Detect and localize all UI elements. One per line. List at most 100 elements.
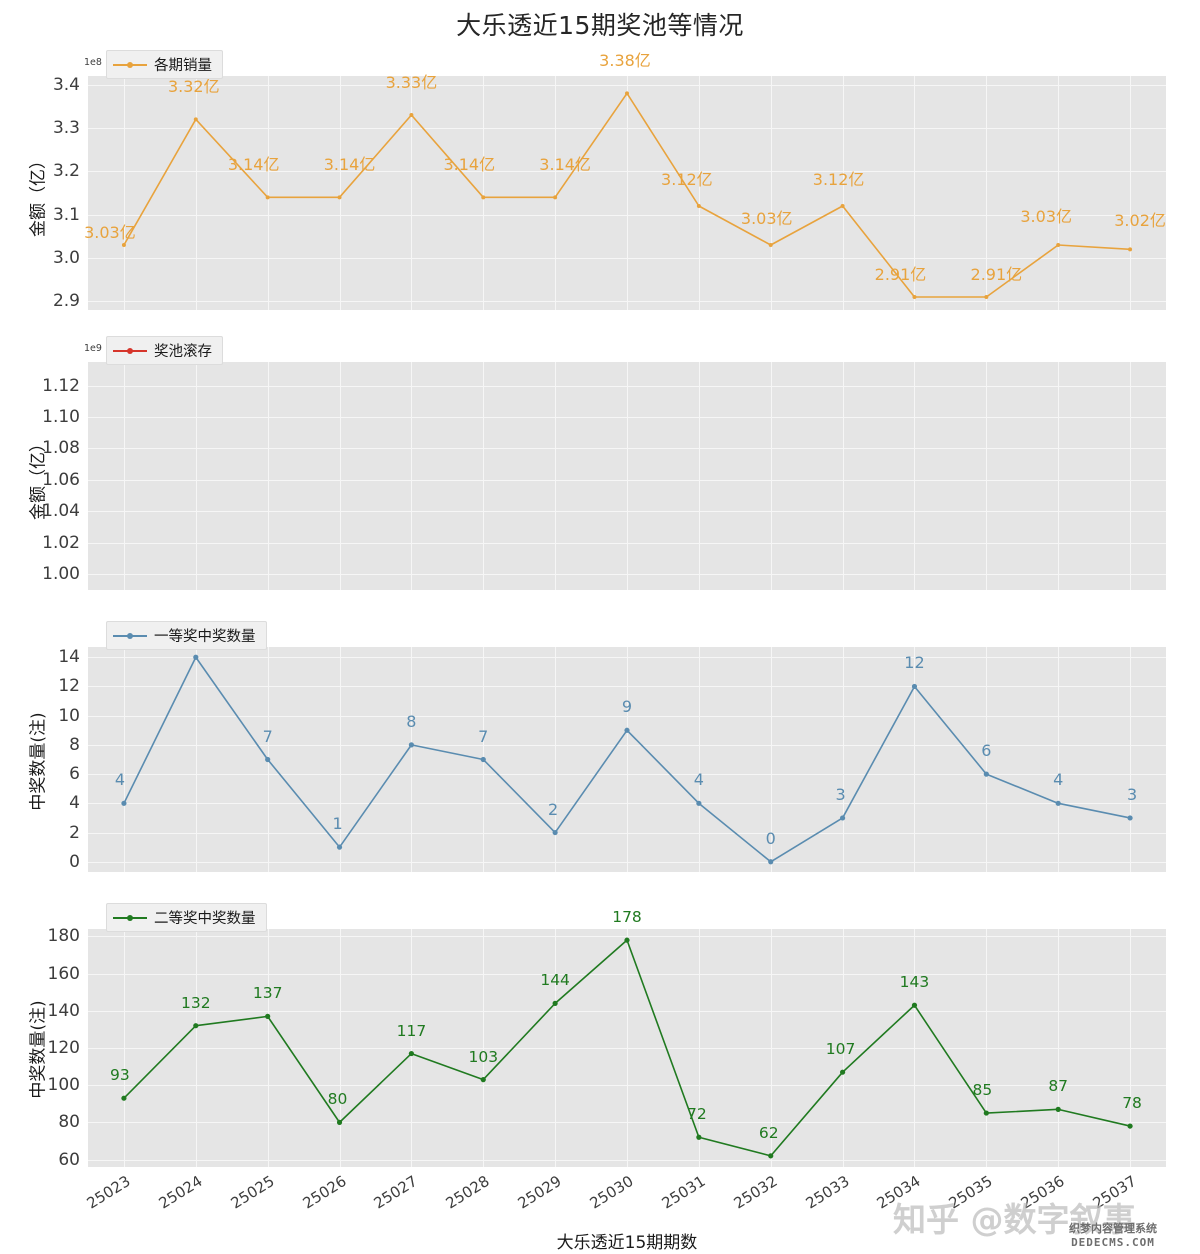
gridline-vertical <box>842 362 844 590</box>
series-line <box>123 656 1131 863</box>
gridline-vertical <box>411 362 413 590</box>
y-tick-label: 3.4 <box>52 74 80 95</box>
gridline-vertical <box>1058 362 1060 590</box>
legend-line-sample-icon <box>113 345 147 357</box>
gridline-vertical <box>986 647 988 872</box>
y-tick-label: 3.0 <box>52 248 80 268</box>
y-tick-label: 2 <box>69 822 80 843</box>
legend-各期销量[interactable]: 各期销量 <box>106 50 223 79</box>
x-tick-label: 25029 <box>514 1172 565 1213</box>
gridline-vertical <box>339 929 341 1167</box>
data-point-marker <box>1055 1106 1061 1112</box>
y-tick-label: 6 <box>69 764 80 785</box>
data-point-marker <box>1056 243 1061 247</box>
gridline-vertical <box>483 362 485 590</box>
legend-label: 二等奖中奖数量 <box>154 911 256 927</box>
legend-一等奖中奖数量[interactable]: 一等奖中奖数量 <box>106 621 267 650</box>
y-tick-label: 160 <box>47 963 80 984</box>
data-point-marker <box>696 800 702 806</box>
data-point-marker <box>480 756 486 763</box>
data-point-marker <box>1127 1123 1133 1129</box>
data-point-marker <box>193 1023 199 1029</box>
data-point-marker <box>336 1119 343 1125</box>
gridline-vertical <box>123 647 125 872</box>
legend-label: 各期销量 <box>154 58 212 74</box>
data-series-奖池滚存 <box>88 362 1166 590</box>
gridline-vertical <box>914 76 916 310</box>
data-point-marker <box>840 815 846 821</box>
legend-line-sample-icon <box>113 912 147 924</box>
gridline-vertical <box>411 647 413 872</box>
data-point-marker <box>409 113 414 117</box>
data-point-marker <box>912 295 917 299</box>
x-tick-label: 25037 <box>1089 1172 1140 1213</box>
legend-奖池滚存[interactable]: 奖池滚存 <box>106 336 223 365</box>
gridline-vertical <box>627 76 628 310</box>
y-tick-label: 1.00 <box>42 564 80 585</box>
gridline-vertical <box>698 76 700 310</box>
gridline-vertical <box>411 929 413 1167</box>
gridline-vertical <box>842 76 844 310</box>
data-point-marker <box>768 243 773 247</box>
y-tick-label: 1.04 <box>42 501 80 522</box>
y-tick-label: 14 <box>58 647 80 668</box>
gridline-vertical <box>123 362 125 590</box>
x-tick-label: 25033 <box>802 1172 853 1213</box>
subplot-pool: 1.00 1.02 1.04 1.06 1.08 1.10 1.12 1e9 金额（亿） 奖池滚存… <box>29 336 1166 590</box>
y-tick-label: 1.12 <box>42 375 80 396</box>
subplot-second-prize: 60 80 100 120 140 160 180 中奖数量(注) 二等奖中奖数量 93 132 13… <box>29 903 1166 1170</box>
data-point-marker <box>983 771 989 777</box>
y-axis-title: 金额（亿） <box>28 152 49 237</box>
data-point-marker <box>121 1095 127 1101</box>
x-tick-label: 25035 <box>945 1172 996 1213</box>
gridline-vertical <box>1130 76 1132 310</box>
y-tick-label: 140 <box>47 1000 80 1021</box>
y-tick-label: 60 <box>58 1149 80 1170</box>
gridline-vertical <box>627 647 628 872</box>
data-series-各期销量 <box>121 91 1133 299</box>
gridline-vertical <box>483 929 485 1167</box>
gridline-vertical <box>914 362 916 590</box>
y-tick-label: 3.2 <box>52 161 80 182</box>
gridline-vertical <box>267 362 269 590</box>
data-point-marker <box>911 1002 918 1008</box>
gridline-vertical <box>555 929 557 1167</box>
x-tick-label: 25031 <box>658 1172 709 1213</box>
data-series-二等奖中奖数量 <box>121 937 1133 1159</box>
data-point-marker <box>768 859 774 865</box>
data-point-marker <box>408 742 414 748</box>
data-value-label: 3.38亿 <box>599 51 651 71</box>
y-tick-label: 12 <box>58 676 80 697</box>
y-tick-label: 10 <box>58 705 80 726</box>
gridline-vertical <box>555 362 557 590</box>
gridline-vertical <box>123 76 125 310</box>
data-point-marker <box>265 756 271 763</box>
watermark-dedecms: 织梦内容管理系统 DEDECMS.COM <box>1069 1222 1157 1250</box>
gridline-vertical <box>770 647 772 872</box>
x-tick-label: 25036 <box>1017 1172 1068 1213</box>
gridline-vertical <box>1130 647 1132 872</box>
data-point-marker <box>480 1077 486 1083</box>
gridline-vertical <box>195 647 197 872</box>
data-point-marker <box>337 195 342 200</box>
y-tick-label: 1.02 <box>42 532 80 553</box>
gridline-vertical <box>1058 647 1060 872</box>
data-point-marker <box>696 1134 702 1140</box>
subplot-sales: 2.9 3.0 3.1 3.2 3.3 3.4 1e8 金额（亿） 各期销量 3.03亿 3.32亿… <box>29 50 1166 311</box>
gridline-vertical <box>267 929 269 1167</box>
data-point-marker <box>983 1110 989 1116</box>
x-tick-label: 25025 <box>227 1172 278 1213</box>
x-tick-label: 25023 <box>83 1172 134 1213</box>
data-point-marker <box>408 1050 414 1057</box>
data-point-marker <box>1128 247 1133 252</box>
gridline-vertical <box>842 647 844 872</box>
data-point-marker <box>840 1069 846 1075</box>
watermark-dedecms-line1: 织梦内容管理系统 <box>1069 1222 1157 1235</box>
y-tick-label: 180 <box>47 926 80 947</box>
gridline-vertical <box>555 647 557 872</box>
series-line <box>123 92 1131 298</box>
legend-二等奖中奖数量[interactable]: 二等奖中奖数量 <box>106 903 267 932</box>
gridline-vertical <box>195 76 197 310</box>
data-point-marker <box>1055 800 1061 806</box>
gridline-vertical <box>627 362 628 590</box>
